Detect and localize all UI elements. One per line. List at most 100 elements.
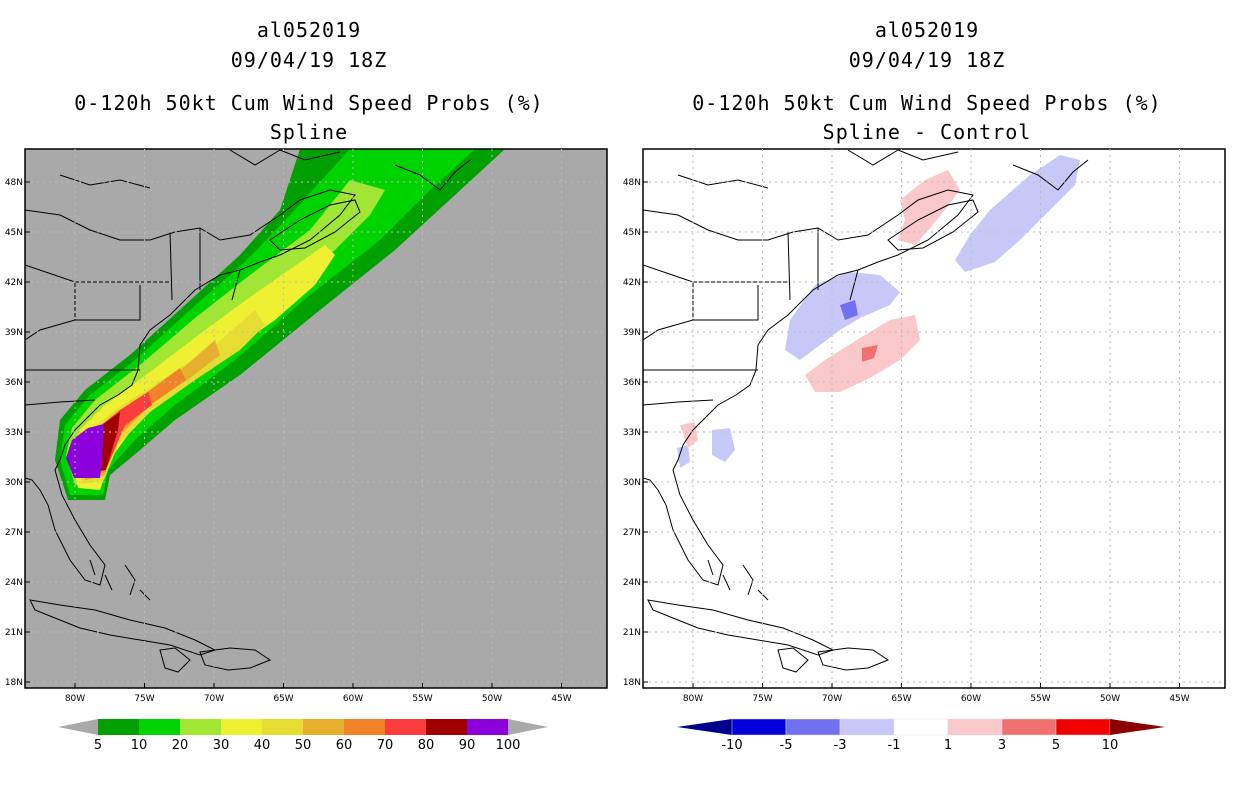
lat-label: 18N [623,678,641,688]
diff-pos-region-ns [898,170,960,245]
colorbar-end-low [58,719,98,735]
right-colorbar: -10 -5 -3 -1 1 3 5 10 [677,718,1165,753]
colorbar-swatch [180,719,221,735]
colorbar-swatch [221,719,262,735]
diff-neg-core [840,300,858,320]
lat-label: 24N [5,578,23,588]
colorbar-label: -10 [721,738,742,753]
right-map: 48N 45N 42N 39N 36N 33N 30N 27N 24N 21N 18N 80W 75W 7… [623,148,1226,704]
colorbar-label: 10 [1102,738,1119,753]
colorbar-label: 20 [172,738,189,753]
left-product-title: 0-120h 50kt Cum Wind Speed Probs (%) [74,91,544,115]
lat-label: 24N [623,578,641,588]
left-storm-id: al052019 [256,18,362,42]
colorbar-label: 80 [418,738,435,753]
colorbar-label: 5 [94,738,102,753]
colorbar-label: 100 [496,738,521,753]
left-wind-probability-field [25,149,505,673]
lat-label: 48N [623,178,641,188]
lon-label: 75W [134,694,154,704]
colorbar-label: 40 [254,738,271,753]
lat-label: 30N [623,478,641,488]
colorbar-swatch [1055,718,1111,736]
colorbar-swatch [839,718,895,736]
colorbar-swatch [1001,718,1057,736]
lon-label: 50W [482,694,502,704]
right-axis-labels: 48N 45N 42N 39N 36N 33N 30N 27N 24N 21N 18N 80W 75W 7… [623,178,1190,704]
colorbar-end-low [677,719,732,735]
lat-label: 39N [623,328,641,338]
left-graticule [25,149,607,688]
colorbar-label: -1 [888,738,901,753]
colorbar-label: 3 [998,738,1006,753]
left-coastlines [25,149,471,673]
lon-label: 75W [752,694,772,704]
lon-label: 65W [891,694,911,704]
left-map: 48N 45N 42N 39N 36N 33N 30N 27N 24N 21N 18N 80W 75W 7… [5,148,608,704]
colorbar-swatch [303,719,344,735]
lon-label: 80W [683,694,703,704]
lat-label: 36N [5,378,23,388]
right-subtitle: Spline - Control [822,120,1032,144]
colorbar-swatch [139,719,180,735]
lon-label: 55W [412,694,432,704]
lon-label: 60W [961,694,981,704]
left-axis-labels: 48N 45N 42N 39N 36N 33N 30N 27N 24N 21N 18N 80W 75W 7… [5,178,572,704]
colorbar-label: 30 [213,738,230,753]
diff-neg-region-ne [955,155,1080,272]
lat-label: 36N [623,378,641,388]
colorbar-label: 50 [295,738,312,753]
colorbar-label: 10 [131,738,148,753]
lon-label: 45W [551,694,571,704]
diff-neg-region-coast [677,445,690,468]
lon-label: 70W [822,694,842,704]
lat-label: 21N [5,628,23,638]
diff-neg-region-se [712,428,735,462]
colorbar-label: 1 [944,738,952,753]
colorbar-swatch [344,719,385,735]
lat-label: 30N [5,478,23,488]
right-graticule [643,149,1225,688]
right-map-frame [642,148,1226,689]
colorbar-label: 60 [336,738,353,753]
diff-pos-core [862,345,878,362]
colorbar-swatch [785,718,841,736]
colorbar-end-high [508,719,548,735]
colorbar-label: 70 [377,738,394,753]
lat-label: 48N [5,178,23,188]
lat-label: 33N [623,428,641,438]
lat-label: 45N [5,228,23,238]
colorbar-label: 90 [459,738,476,753]
colorbar-swatch [893,718,949,736]
left-colorbar: 5 10 20 30 40 50 60 70 80 90 100 [58,719,548,753]
right-product-title: 0-120h 50kt Cum Wind Speed Probs (%) [692,91,1162,115]
left-datetime: 09/04/19 18Z [230,48,388,72]
lat-label: 42N [623,278,641,288]
colorbar-swatch [262,719,303,735]
colorbar-swatch [385,719,426,735]
lon-label: 55W [1030,694,1050,704]
colorbar-label: -5 [780,738,793,753]
colorbar-swatch [467,719,508,735]
lat-label: 42N [5,278,23,288]
right-map-background [643,149,1225,688]
lat-label: 21N [623,628,641,638]
lat-label: 45N [623,228,641,238]
lon-label: 45W [1169,694,1189,704]
lat-label: 27N [623,528,641,538]
diff-pos-region-coast [680,422,698,448]
colorbar-end-high [1110,719,1165,735]
lat-label: 18N [5,678,23,688]
colorbar-swatch [947,718,1003,736]
colorbar-swatch [731,718,787,736]
lat-label: 27N [5,528,23,538]
lat-label: 39N [5,328,23,338]
lon-label: 50W [1100,694,1120,704]
lon-label: 70W [204,694,224,704]
prob-band-5 [55,149,505,500]
left-subtitle: Spline [269,120,349,144]
lat-label: 33N [5,428,23,438]
right-difference-field [643,149,1089,673]
colorbar-label: -3 [834,738,847,753]
